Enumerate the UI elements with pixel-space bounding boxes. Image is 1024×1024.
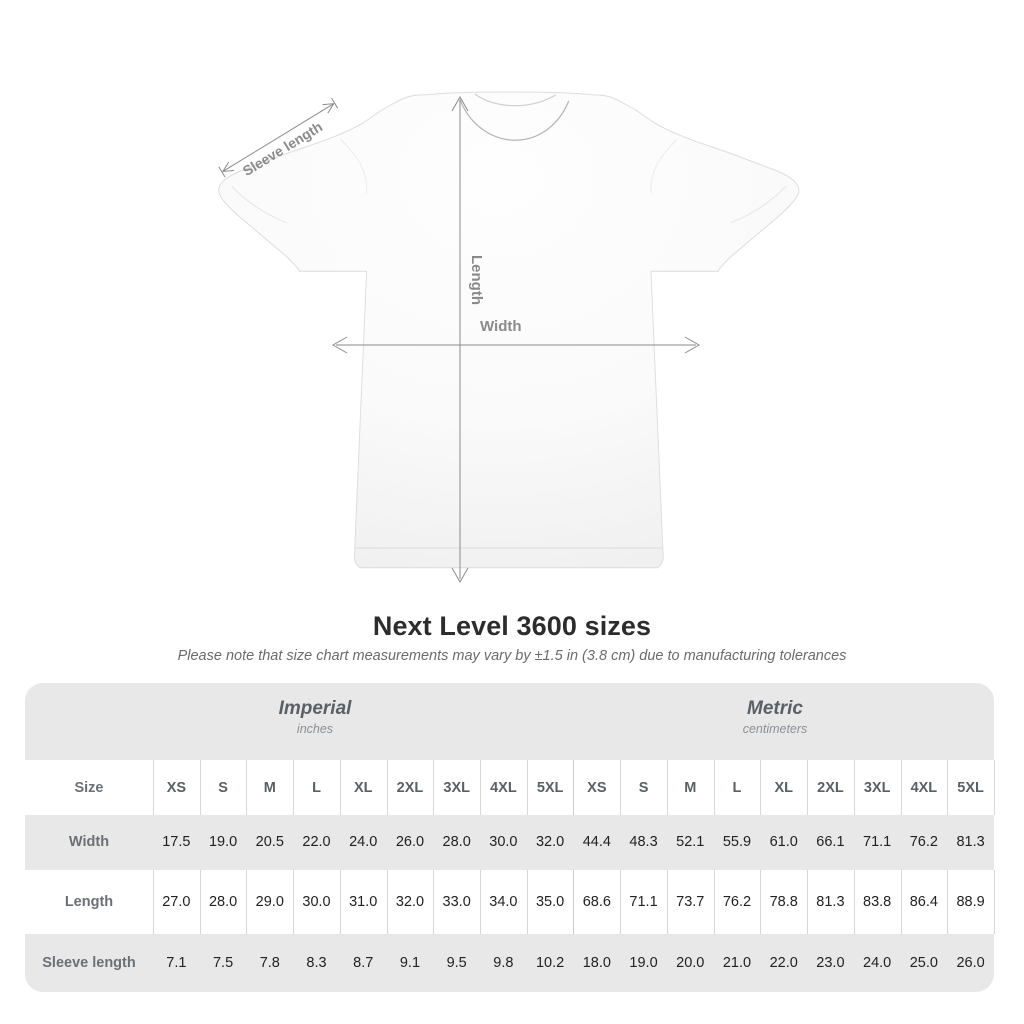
svg-text:Width: Width	[480, 318, 522, 335]
svg-text:Length: Length	[468, 255, 485, 305]
